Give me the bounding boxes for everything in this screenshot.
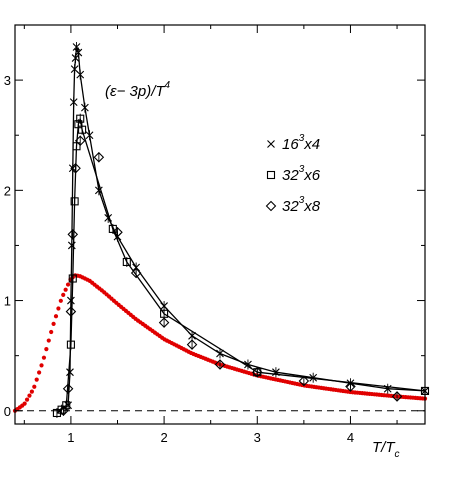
diamond-point (62, 383, 74, 395)
cross-point (67, 241, 76, 250)
model-point (53, 314, 59, 319)
x-tick-label: 1 (67, 430, 74, 445)
square-point (70, 197, 79, 206)
cross-point (309, 373, 318, 382)
cross-point (104, 213, 113, 222)
legend-item-16x4: 163x4 (282, 133, 320, 153)
legend-item-32x6: 323x6 (282, 164, 321, 184)
model-point (34, 377, 39, 382)
diamond-point (298, 375, 310, 387)
legend: 163x4 323x6 323x8 (265, 133, 321, 215)
legend-label-32x8: 323x8 (282, 195, 321, 215)
diamond-point (214, 359, 226, 370)
legend-item-32x8: 323x8 (282, 195, 321, 215)
cross-point (76, 70, 85, 79)
diamond-point (391, 391, 403, 402)
model-point (41, 355, 47, 360)
cross-point (244, 360, 252, 369)
cross-point (72, 43, 81, 51)
model-point (58, 298, 63, 303)
cross-point (68, 164, 77, 173)
diamond-point (74, 135, 86, 147)
square-point (160, 309, 169, 318)
legend-label-16x4: 163x4 (282, 133, 320, 153)
model-point (56, 306, 61, 311)
square-point (76, 114, 85, 123)
legend-cross-marker (267, 140, 275, 148)
cross-point (94, 186, 103, 195)
square-point (78, 125, 87, 134)
cross-point (132, 263, 141, 272)
x-tick-label: 3 (254, 430, 261, 445)
model-point (29, 389, 34, 394)
cross-point (216, 349, 224, 358)
diamond-point (70, 163, 81, 174)
cross-point (69, 98, 78, 107)
cross-point (272, 368, 280, 377)
fit-curve-0 (67, 46, 426, 406)
diamond-point (158, 317, 170, 328)
model-point (27, 393, 32, 398)
cross-point (160, 302, 168, 310)
y-tick-label: 1 (4, 294, 11, 309)
cross-point (64, 401, 73, 410)
model-point (61, 292, 66, 297)
legend-label-32x6: 323x6 (282, 164, 321, 184)
y-tick-label: 3 (4, 73, 11, 88)
x-tick-label: 4 (347, 430, 354, 445)
model-point (49, 329, 54, 335)
cross-point (71, 54, 80, 62)
cross-point (188, 331, 196, 340)
diamond-point (65, 306, 77, 317)
fit-curve-1 (56, 118, 426, 414)
cross-point (80, 103, 89, 112)
x-tick-label: 2 (160, 430, 167, 445)
cross-point (67, 296, 75, 305)
ticks: 1 2 3 4 0 1 2 3 (4, 25, 425, 445)
y-tick-label: 0 (4, 404, 11, 419)
diamond-point (112, 226, 123, 238)
diamond-point (345, 381, 356, 392)
diamond-point (130, 267, 142, 279)
y-tick-label: 2 (4, 183, 11, 198)
model-point (44, 347, 49, 352)
legend-square-marker (266, 170, 276, 180)
square-point (122, 257, 131, 267)
diamond-point (186, 339, 198, 350)
x-axis-label: T/Tc (372, 439, 400, 460)
diamond-point (58, 405, 69, 417)
diamond-point (251, 366, 263, 378)
square-point (66, 340, 75, 349)
model-point (63, 287, 68, 292)
diamond-point (67, 229, 79, 240)
model-point (32, 384, 37, 389)
model-point (37, 370, 42, 375)
cross-point (383, 384, 392, 393)
model-point (24, 397, 30, 402)
plot-frame (14, 24, 426, 425)
equation-annotation: (ε− 3p)/T4 (105, 80, 171, 100)
fit-curves (56, 46, 426, 414)
cross-point (66, 368, 74, 377)
diamond-point (93, 151, 105, 163)
model-curve (12, 273, 428, 413)
legend-diamond-marker (265, 200, 277, 212)
axes-frame (14, 24, 426, 425)
model-point (65, 282, 71, 287)
data-points (52, 42, 430, 418)
model-point (46, 338, 51, 343)
square-point (72, 142, 81, 151)
cross-point (74, 48, 83, 57)
model-point (22, 401, 27, 406)
cross-point (85, 131, 94, 140)
square-point (68, 274, 77, 283)
model-point (39, 363, 44, 368)
model-point (51, 321, 56, 327)
